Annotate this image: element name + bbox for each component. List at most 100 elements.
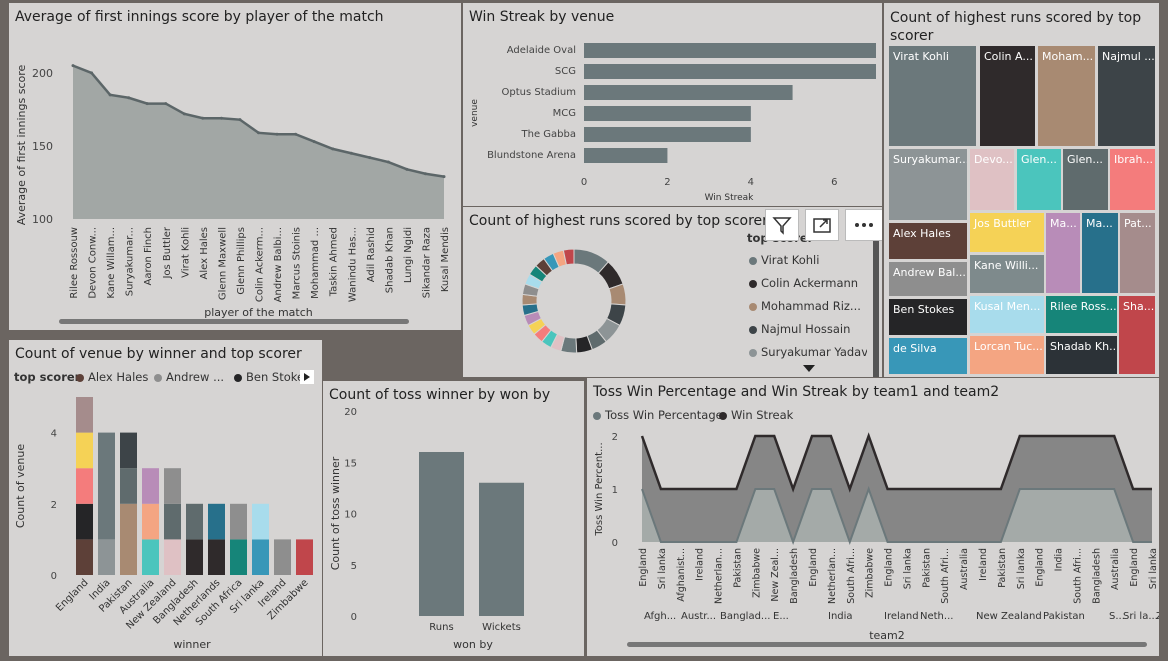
- focus-mode-button[interactable]: [805, 209, 839, 241]
- y-tick-label: The Gabba: [521, 129, 576, 140]
- treemap-label: Colin A...: [984, 50, 1033, 63]
- bar-segment: [76, 539, 93, 575]
- stacked-legend: top scorer Alex Hales Andrew ... Ben Stoke…: [14, 370, 314, 386]
- toss-percentage-area: [642, 489, 1152, 542]
- horizontal-scrollbar[interactable]: [59, 319, 409, 324]
- treemap-tile[interactable]: Pat...: [1119, 212, 1156, 294]
- x-tick-label: Virat Kohli: [180, 227, 191, 278]
- x-tick-label: Kusal Mendis: [440, 227, 451, 292]
- bar-segment: [230, 503, 247, 540]
- more-options-button[interactable]: [845, 209, 882, 241]
- treemap-tile[interactable]: Glen...: [1016, 148, 1062, 211]
- y-tick-label: 5: [351, 561, 357, 572]
- treemap-tile[interactable]: Kane Willi...: [969, 254, 1045, 294]
- panel-title: Win Streak by venue: [469, 9, 615, 25]
- x-tick-label: Lungi Ngidi: [403, 227, 414, 283]
- y-axis-title: Count of toss winner: [329, 456, 342, 570]
- data-point: [405, 167, 409, 171]
- treemap-tile[interactable]: Suryakumar...: [888, 148, 968, 221]
- group-label: Pakistan: [1043, 611, 1085, 622]
- x-tick-label: Sri lanka: [1148, 548, 1159, 589]
- panel-avg-first-innings[interactable]: Average of first innings score by player…: [9, 3, 461, 330]
- panel-venue-by-winner[interactable]: Count of venue by winner and top scorer …: [9, 340, 322, 656]
- legend-item[interactable]: Mohammad Riz...: [749, 299, 861, 313]
- panel-treemap[interactable]: Count of highest runs scored by top scor…: [884, 3, 1159, 377]
- panel-win-streak-venue[interactable]: Win Streak by venue Adelaide Oval SCG Optu…: [463, 3, 882, 206]
- panel-toss-winner[interactable]: Count of toss winner by won by 0 5 10 15 20 R…: [323, 381, 584, 656]
- x-tick-label: Pakistan: [997, 548, 1008, 588]
- data-point: [349, 151, 353, 155]
- panel-donut[interactable]: Count of highest runs scored by top scor…: [463, 207, 882, 377]
- x-tick-label: England: [1035, 548, 1046, 587]
- area-fill: [73, 65, 444, 219]
- data-point: [275, 132, 279, 136]
- legend-item[interactable]: Toss Win Percentage: [593, 408, 723, 422]
- legend-next-icon[interactable]: [300, 370, 314, 384]
- treemap-tile[interactable]: Ben Stokes: [888, 298, 968, 336]
- treemap-tile[interactable]: de Silva: [888, 337, 968, 375]
- treemap-label: Sha...: [1123, 300, 1155, 313]
- y-tick-label: SCG: [555, 66, 576, 77]
- treemap-tile[interactable]: Ibrah...: [1109, 148, 1156, 211]
- group-label: Z...: [1156, 611, 1159, 622]
- y-tick-label: 4: [51, 429, 57, 440]
- data-point: [257, 131, 260, 135]
- x-tick-label: Australia: [1110, 548, 1121, 590]
- legend-item[interactable]: Virat Kohli: [749, 253, 819, 267]
- x-tick-label: Rilee Rossouw: [69, 227, 80, 299]
- legend-scroll-down-icon[interactable]: [803, 365, 815, 372]
- bar: [584, 64, 876, 79]
- x-tick-label: Sri lanka: [1016, 548, 1027, 589]
- treemap-tile[interactable]: Lorcan Tuc...: [969, 335, 1045, 375]
- treemap-tile[interactable]: Ma...: [1081, 212, 1119, 294]
- x-tick-label: Colin Ackerm...: [255, 227, 266, 302]
- treemap-tile[interactable]: Jos Buttler: [969, 212, 1045, 253]
- treemap-tile[interactable]: Najmul ...: [1097, 45, 1156, 147]
- treemap-tile[interactable]: Ma...: [1045, 212, 1081, 294]
- treemap-tile[interactable]: Moham...: [1037, 45, 1096, 147]
- treemap-tile[interactable]: Andrew Bal...: [888, 261, 968, 297]
- legend-item[interactable]: Colin Ackermann: [749, 276, 858, 290]
- donut-chart: [521, 248, 627, 354]
- legend-scrollbar[interactable]: [873, 237, 879, 377]
- treemap-tile[interactable]: Glen...: [1062, 148, 1109, 211]
- x-tick-label: Runs: [429, 622, 453, 633]
- legend-item[interactable]: Suryakumar Yadav: [749, 345, 867, 359]
- treemap-label: Jos Buttler: [974, 217, 1031, 230]
- treemap-tile[interactable]: Devo...: [969, 148, 1015, 211]
- legend-item[interactable]: Alex Hales: [76, 370, 148, 384]
- bar-segment: [208, 503, 225, 540]
- treemap-tile[interactable]: Colin A...: [979, 45, 1036, 147]
- y-tick-label: 200: [32, 67, 53, 80]
- legend-item[interactable]: Ben Stokes: [234, 370, 310, 384]
- legend-item[interactable]: Andrew ...: [154, 370, 224, 384]
- treemap-tile[interactable]: Kusal Men...: [969, 295, 1045, 334]
- x-tick-label: Netherlan...: [827, 548, 838, 604]
- treemap-tile[interactable]: Rilee Ross...: [1045, 295, 1118, 334]
- panel-toss-win-streak[interactable]: Toss Win Percentage and Win Streak by te…: [587, 378, 1159, 656]
- treemap-tile[interactable]: Shadab Kh...: [1045, 335, 1118, 375]
- legend-item[interactable]: Najmul Hossain: [749, 322, 850, 336]
- group-label: Sri la...: [1123, 611, 1158, 622]
- legend-dot: [234, 373, 242, 382]
- x-tick-label: Sri lanka: [902, 548, 913, 589]
- x-tick-label: England: [1129, 548, 1140, 587]
- treemap-tile[interactable]: Sha...: [1118, 295, 1156, 375]
- legend-dot: [719, 411, 727, 420]
- bar-segment: [120, 503, 137, 575]
- legend-label: Virat Kohli: [761, 253, 820, 267]
- legend-item[interactable]: Win Streak: [719, 408, 793, 422]
- filter-icon: [772, 217, 792, 235]
- x-tick-label: Glenn Maxwell: [217, 227, 228, 300]
- x-tick-label: 0: [581, 177, 587, 188]
- legend-dot: [593, 411, 601, 420]
- x-tick-label: Sikandar Raza: [421, 227, 432, 298]
- bar-segment: [186, 503, 203, 540]
- treemap-tile[interactable]: Alex Hales: [888, 222, 968, 260]
- treemap-tile[interactable]: Virat Kohli: [888, 45, 977, 147]
- horizontal-scrollbar[interactable]: [627, 642, 1147, 647]
- x-tick-label: Pakistan: [921, 548, 932, 588]
- filter-button[interactable]: [765, 209, 799, 241]
